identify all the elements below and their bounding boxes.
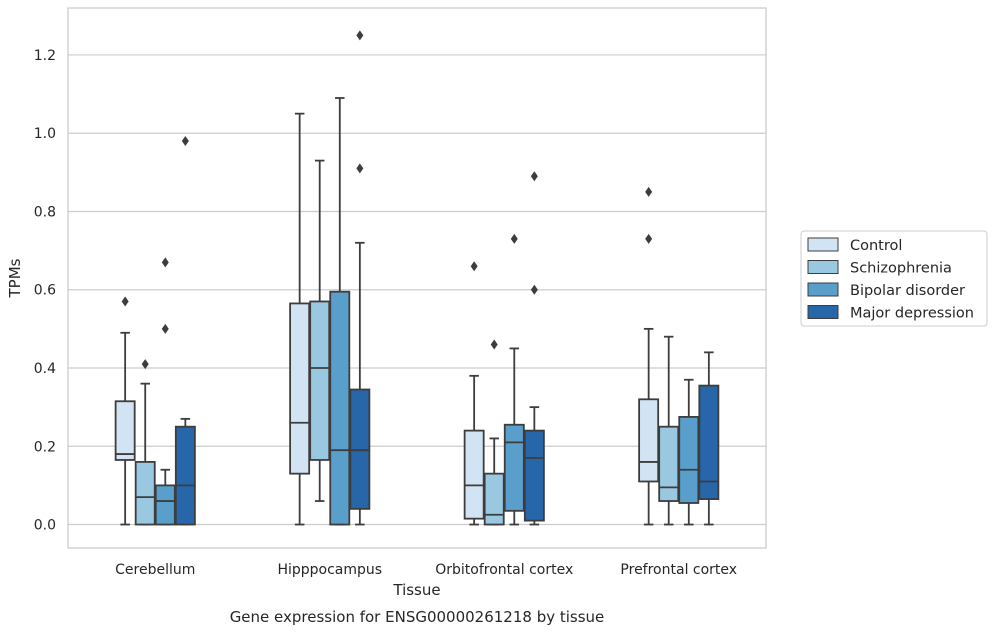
y-tick-label: 0.2 — [34, 439, 56, 455]
x-tick-label: Hipppocampus — [277, 562, 382, 578]
legend-item: Schizophrenia — [807, 260, 952, 277]
box-body — [134, 461, 156, 526]
plot-area-frame — [67, 7, 767, 549]
box-body — [154, 484, 176, 526]
legend-swatch — [807, 237, 839, 252]
box-orbitofrontal-cortex-major-depression — [523, 171, 545, 526]
box-hipppocampus-schizophrenia — [309, 159, 331, 502]
box-cerebellum-schizophrenia — [134, 359, 156, 526]
outlier-point — [510, 233, 518, 244]
box-hipppocampus-control — [289, 112, 311, 526]
box-prefrontal-cortex-bipolar-disorder — [678, 378, 700, 526]
box-body — [309, 300, 331, 461]
x-tick-label: Cerebellum — [115, 562, 195, 578]
outlier-point — [530, 171, 538, 182]
legend: Control Schizophrenia Bipolar disorder Majo… — [800, 230, 988, 327]
legend-item: Bipolar disorder — [807, 282, 965, 299]
legend-item: Major depression — [807, 305, 974, 322]
y-tick-label: 1.2 — [34, 48, 56, 64]
outlier-point — [121, 296, 129, 307]
y-tick-label: 1.0 — [34, 126, 56, 142]
outlier-point — [181, 136, 189, 147]
y-tick-label: 0.0 — [34, 518, 56, 534]
box-hipppocampus-major-depression — [349, 30, 371, 526]
legend-label: Bipolar disorder — [850, 283, 965, 299]
box-body — [329, 290, 351, 526]
outlier-point — [356, 163, 364, 174]
outlier-point — [356, 30, 364, 41]
y-tick-label: 0.4 — [34, 361, 56, 377]
legend-frame — [800, 230, 988, 327]
box-orbitofrontal-cortex-schizophrenia — [483, 339, 505, 526]
box-body — [289, 302, 311, 475]
box-cerebellum-control — [114, 296, 136, 526]
box-body — [678, 416, 700, 504]
outlier-point — [470, 261, 478, 272]
outlier-point — [645, 233, 653, 244]
box-prefrontal-cortex-schizophrenia — [658, 335, 680, 526]
box-body — [174, 425, 196, 526]
box-body — [483, 472, 505, 526]
legend-label: Schizophrenia — [850, 261, 952, 277]
box-body — [658, 425, 680, 502]
y-tick-label: 0.6 — [34, 283, 56, 299]
box-body — [503, 423, 525, 512]
legend-swatch — [807, 260, 839, 274]
box-prefrontal-cortex-major-depression — [698, 351, 720, 526]
box-body — [698, 384, 720, 500]
x-tick-labels: Cerebellum Hipppocampus Orbitofrontal cort… — [115, 562, 737, 578]
box-prefrontal-cortex-control — [638, 186, 660, 526]
x-tick-label: Prefrontal cortex — [620, 562, 737, 578]
outlier-point — [141, 359, 149, 370]
box-cerebellum-major-depression — [174, 136, 196, 526]
boxes — [114, 30, 720, 526]
legend-label: Control — [850, 238, 902, 254]
box-orbitofrontal-cortex-bipolar-disorder — [503, 233, 525, 526]
outlier-point — [161, 323, 169, 334]
box-hipppocampus-bipolar-disorder — [329, 97, 351, 526]
y-tick-labels: 0.0 0.2 0.4 0.6 0.8 1.0 1.2 — [34, 48, 56, 534]
box-body — [523, 429, 545, 522]
box-body — [114, 400, 136, 461]
box-orbitofrontal-cortex-control — [463, 261, 485, 526]
box-body — [349, 388, 371, 510]
outlier-point — [530, 284, 538, 295]
legend-swatch — [807, 305, 839, 319]
legend-swatch — [807, 282, 839, 297]
outlier-point — [490, 339, 498, 350]
x-tick-label: Orbitofrontal cortex — [435, 562, 573, 578]
y-axis-label: TPMs — [6, 258, 24, 298]
box-body — [463, 429, 485, 520]
box-cerebellum-bipolar-disorder — [154, 257, 176, 526]
outlier-point — [645, 186, 653, 197]
chart-caption: Gene expression for ENSG00000261218 by t… — [230, 608, 605, 626]
outlier-point — [161, 257, 169, 268]
legend-item: Control — [807, 237, 902, 254]
box-body — [638, 398, 660, 483]
legend-label: Major depression — [850, 306, 974, 322]
y-tick-label: 0.8 — [34, 204, 56, 220]
x-axis-label: Tissue — [392, 581, 440, 599]
